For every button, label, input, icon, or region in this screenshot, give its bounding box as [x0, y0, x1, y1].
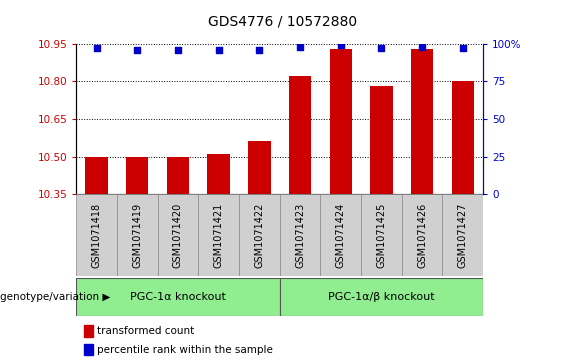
- Text: GSM1071426: GSM1071426: [417, 203, 427, 268]
- Bar: [411, 49, 433, 194]
- Point: [295, 44, 305, 49]
- Bar: [402, 194, 442, 276]
- Bar: [198, 194, 239, 276]
- Bar: [85, 156, 108, 194]
- Bar: [239, 194, 280, 276]
- Bar: [76, 278, 280, 316]
- Bar: [329, 49, 352, 194]
- Point: [255, 47, 264, 53]
- Text: GDS4776 / 10572880: GDS4776 / 10572880: [208, 15, 357, 29]
- Bar: [280, 278, 483, 316]
- Bar: [370, 86, 393, 194]
- Text: GSM1071421: GSM1071421: [214, 203, 224, 268]
- Bar: [117, 194, 158, 276]
- Bar: [207, 154, 230, 194]
- Point: [336, 42, 345, 48]
- Bar: [84, 325, 93, 337]
- Bar: [126, 156, 149, 194]
- Bar: [76, 194, 117, 276]
- Point: [173, 47, 182, 53]
- Bar: [158, 194, 198, 276]
- Text: GSM1071423: GSM1071423: [295, 203, 305, 268]
- Bar: [320, 194, 361, 276]
- Point: [133, 47, 142, 53]
- Text: GSM1071422: GSM1071422: [254, 202, 264, 268]
- Bar: [84, 344, 93, 355]
- Text: PGC-1α knockout: PGC-1α knockout: [130, 292, 226, 302]
- Text: genotype/variation ▶: genotype/variation ▶: [0, 292, 110, 302]
- Bar: [280, 194, 320, 276]
- Point: [458, 45, 467, 51]
- Point: [418, 44, 427, 49]
- Text: GSM1071418: GSM1071418: [92, 203, 102, 268]
- Bar: [361, 194, 402, 276]
- Text: transformed count: transformed count: [97, 326, 195, 336]
- Point: [214, 47, 223, 53]
- Bar: [451, 81, 474, 194]
- Text: percentile rank within the sample: percentile rank within the sample: [97, 345, 273, 355]
- Text: GSM1071419: GSM1071419: [132, 203, 142, 268]
- Text: GSM1071427: GSM1071427: [458, 202, 468, 268]
- Bar: [442, 194, 483, 276]
- Text: PGC-1α/β knockout: PGC-1α/β knockout: [328, 292, 434, 302]
- Bar: [289, 76, 311, 194]
- Bar: [167, 156, 189, 194]
- Text: GSM1071425: GSM1071425: [376, 202, 386, 268]
- Point: [377, 45, 386, 51]
- Bar: [248, 142, 271, 194]
- Text: GSM1071420: GSM1071420: [173, 203, 183, 268]
- Point: [92, 45, 101, 51]
- Text: GSM1071424: GSM1071424: [336, 203, 346, 268]
